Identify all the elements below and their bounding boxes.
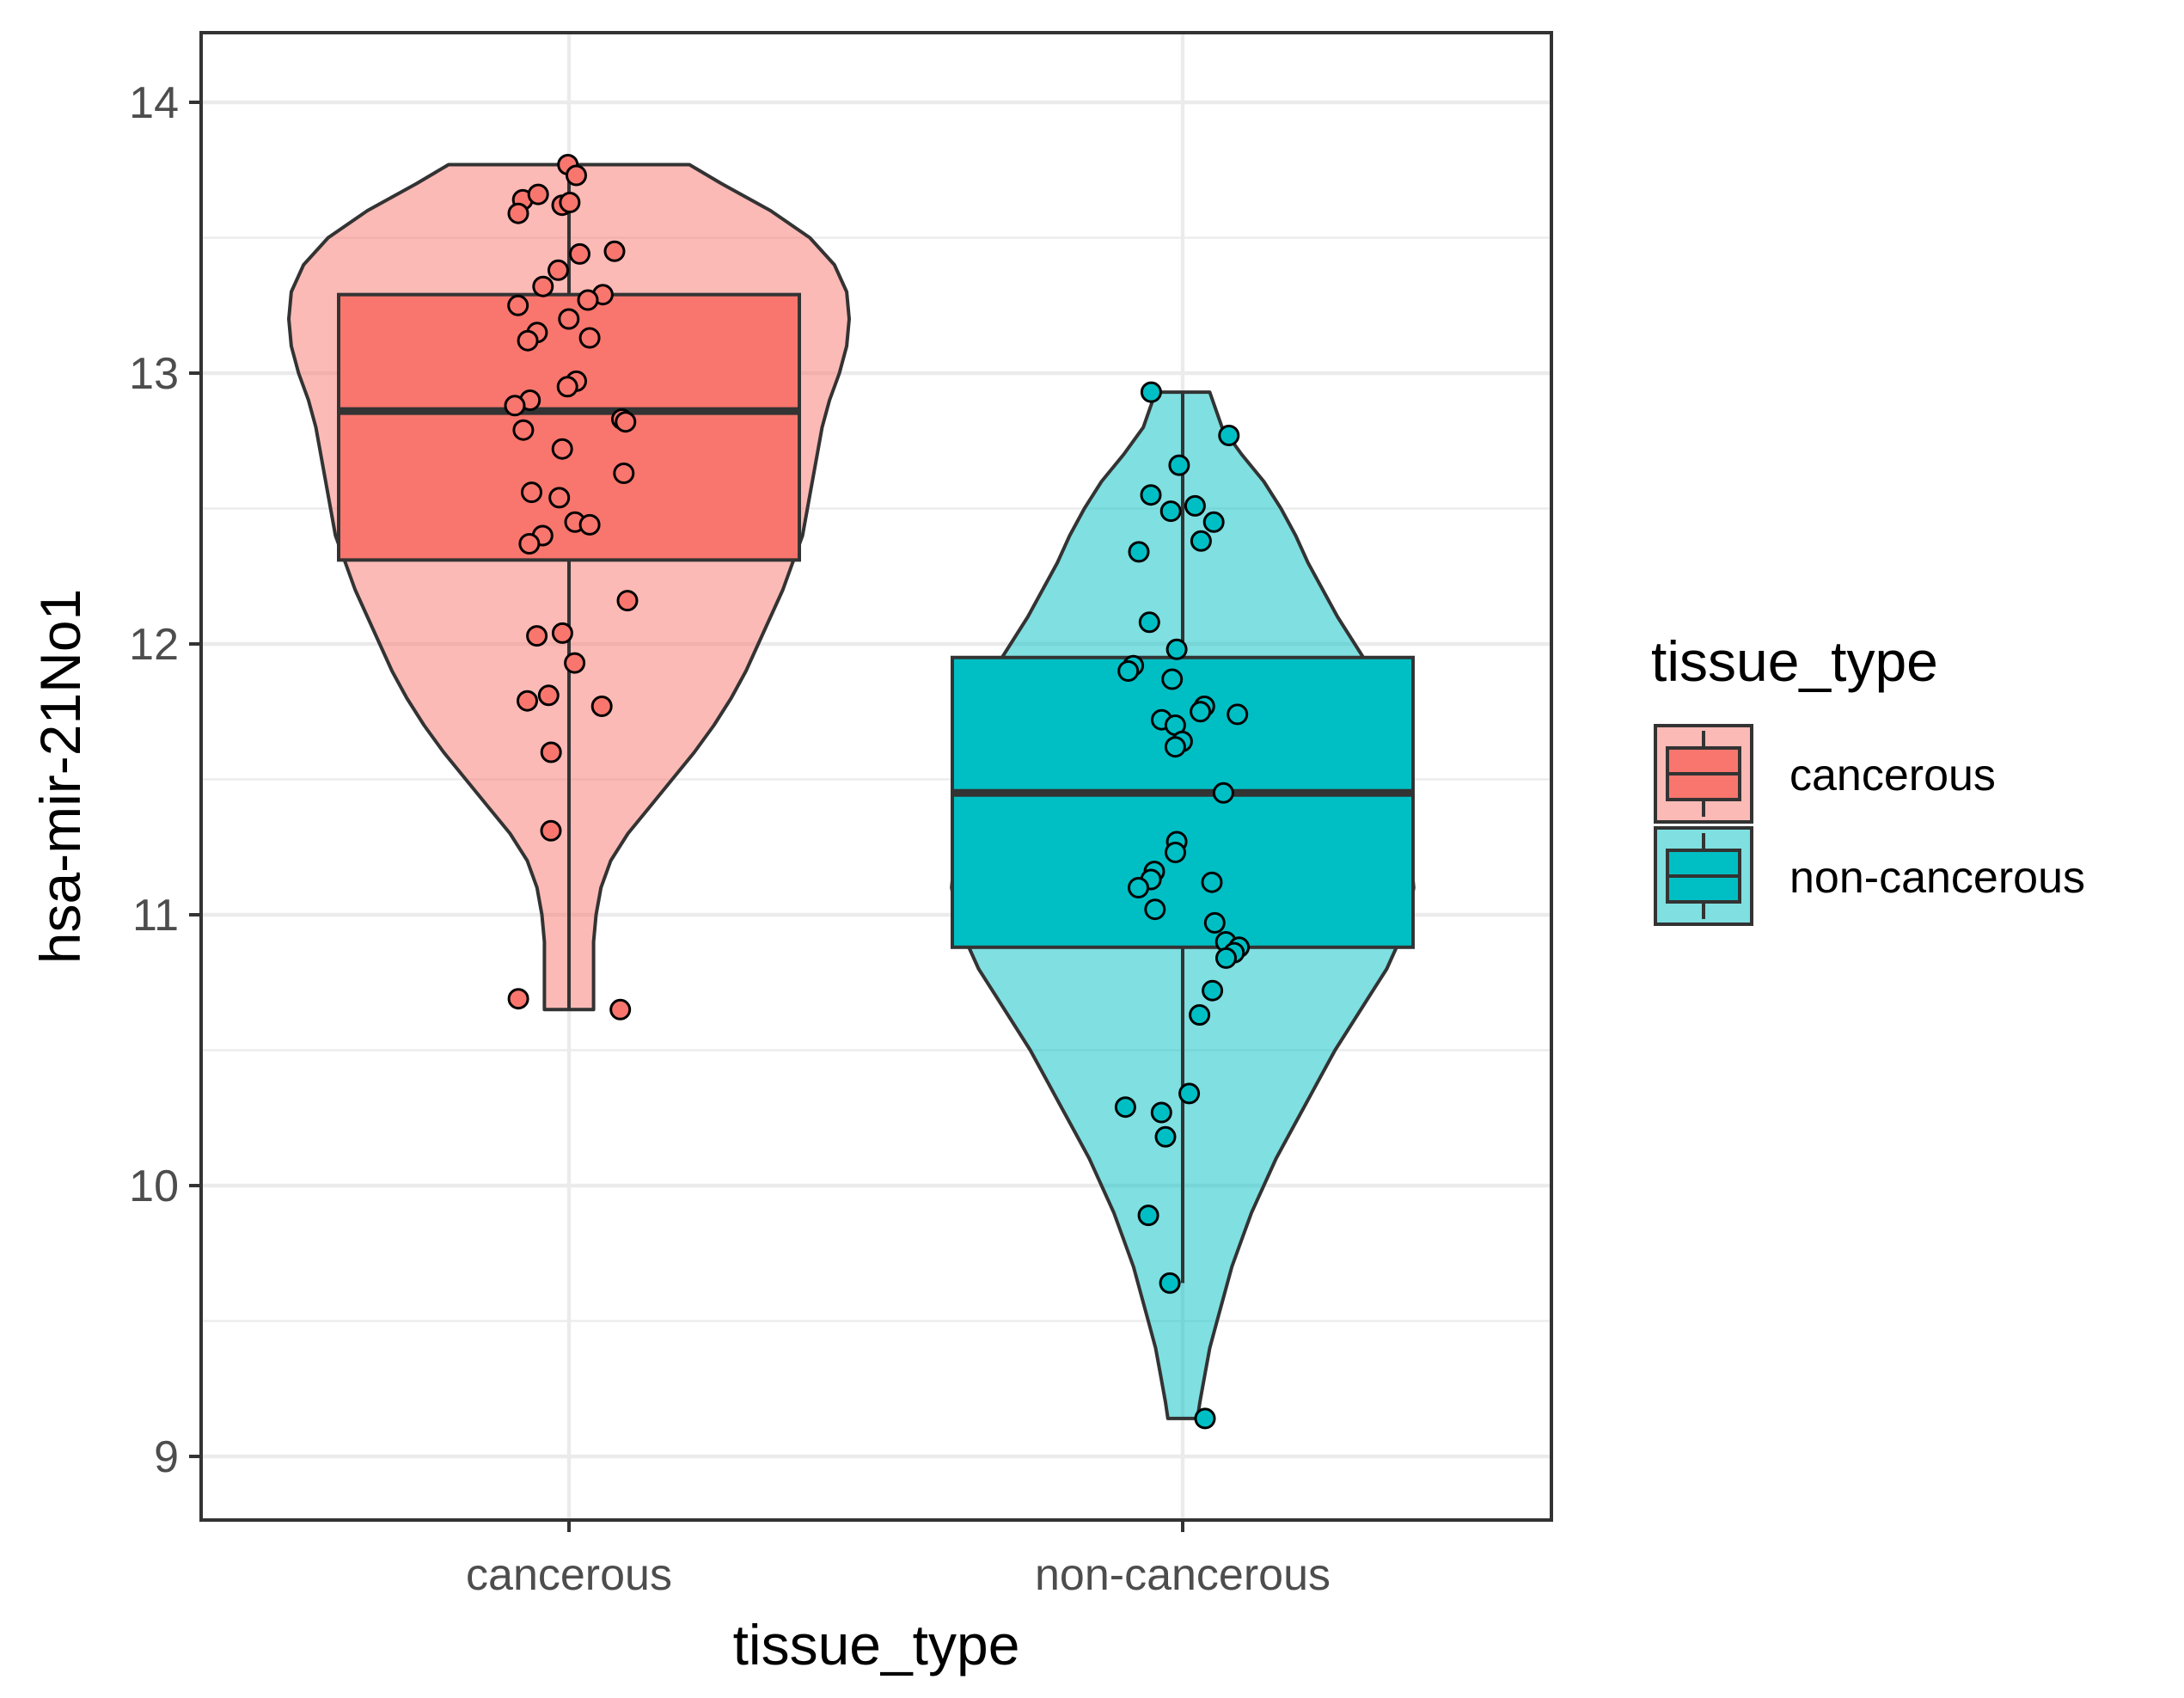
data-point-cancerous bbox=[551, 622, 573, 644]
data-point-cancerous bbox=[616, 590, 639, 612]
legend-keys: cancerous non-cancerous bbox=[1654, 724, 2085, 926]
y-tick-label: 14 bbox=[129, 78, 179, 128]
data-point-non-cancerous bbox=[1190, 701, 1212, 723]
data-point-cancerous bbox=[507, 988, 529, 1010]
y-tick-label: 10 bbox=[129, 1162, 179, 1211]
data-point-non-cancerous bbox=[1137, 1205, 1159, 1227]
data-point-cancerous bbox=[564, 652, 586, 674]
data-point-cancerous bbox=[504, 395, 526, 417]
data-point-cancerous bbox=[540, 819, 562, 842]
data-point-non-cancerous bbox=[1203, 911, 1226, 934]
data-point-cancerous bbox=[548, 259, 569, 281]
data-point-non-cancerous bbox=[1215, 947, 1237, 969]
boxplots bbox=[337, 164, 1415, 1284]
data-point-non-cancerous bbox=[1128, 541, 1150, 563]
y-tick-label: 13 bbox=[129, 349, 179, 399]
x-axis-title: tissue_type bbox=[733, 1613, 1020, 1677]
data-point-cancerous bbox=[613, 463, 635, 484]
data-point-cancerous bbox=[527, 183, 549, 205]
data-point-cancerous bbox=[551, 438, 573, 460]
data-points bbox=[504, 154, 1251, 1430]
data-point-non-cancerous bbox=[1128, 877, 1149, 898]
data-point-cancerous bbox=[615, 411, 637, 433]
data-point-non-cancerous bbox=[1184, 494, 1206, 517]
box-non-cancerous bbox=[951, 655, 1415, 949]
y-tick-label: 11 bbox=[132, 891, 179, 941]
data-point-cancerous bbox=[532, 275, 554, 297]
data-point-cancerous bbox=[556, 376, 578, 398]
data-point-non-cancerous bbox=[1189, 1004, 1211, 1026]
data-point-cancerous bbox=[578, 327, 601, 349]
data-point-non-cancerous bbox=[1190, 530, 1212, 552]
data-point-non-cancerous bbox=[1202, 979, 1224, 1002]
data-point-non-cancerous bbox=[1194, 1407, 1216, 1430]
x-tick-label: non-cancerous bbox=[1035, 1550, 1331, 1600]
data-point-non-cancerous bbox=[1138, 611, 1160, 634]
data-point-non-cancerous bbox=[1114, 1096, 1136, 1119]
data-point-cancerous bbox=[507, 294, 529, 316]
data-point-cancerous bbox=[566, 164, 587, 187]
x-tick-label: cancerous bbox=[466, 1550, 672, 1600]
data-point-non-cancerous bbox=[1201, 871, 1223, 893]
data-point-cancerous bbox=[521, 481, 542, 504]
axes: 9 10 11 12 13 14 cancerous non-cancerous bbox=[129, 78, 1331, 1600]
data-point-non-cancerous bbox=[1140, 484, 1162, 506]
data-point-cancerous bbox=[609, 998, 632, 1021]
data-point-cancerous bbox=[507, 202, 529, 224]
data-point-non-cancerous bbox=[1178, 1082, 1201, 1105]
data-point-cancerous bbox=[512, 419, 535, 441]
data-point-non-cancerous bbox=[1159, 500, 1182, 523]
data-point-non-cancerous bbox=[1140, 381, 1162, 403]
data-point-cancerous bbox=[540, 741, 562, 763]
panel-border bbox=[199, 31, 1553, 1522]
data-point-non-cancerous bbox=[1164, 736, 1186, 758]
data-point-non-cancerous bbox=[1154, 1125, 1177, 1148]
data-point-non-cancerous bbox=[1150, 1101, 1172, 1124]
y-tick-label: 12 bbox=[129, 620, 179, 670]
data-point-cancerous bbox=[517, 329, 539, 352]
data-point-non-cancerous bbox=[1144, 898, 1166, 921]
legend-label-non-cancerous: non-cancerous bbox=[1789, 853, 2085, 903]
data-point-cancerous bbox=[590, 696, 613, 717]
legend-title: tissue_type bbox=[1651, 629, 1938, 693]
data-point-cancerous bbox=[526, 625, 548, 647]
y-axis-title: hsa-mir-21No1 bbox=[28, 589, 92, 964]
legend: tissue_type cancerous non-cancerous bbox=[1651, 629, 2085, 926]
data-point-cancerous bbox=[558, 308, 580, 330]
data-point-non-cancerous bbox=[1165, 638, 1188, 660]
data-point-cancerous bbox=[518, 533, 541, 555]
data-point-cancerous bbox=[537, 684, 560, 707]
data-point-non-cancerous bbox=[1202, 511, 1225, 533]
data-point-non-cancerous bbox=[1117, 660, 1140, 682]
data-point-cancerous bbox=[569, 242, 590, 265]
data-point-cancerous bbox=[603, 240, 626, 262]
data-point-non-cancerous bbox=[1227, 703, 1249, 726]
y-tick-label: 9 bbox=[154, 1432, 179, 1482]
data-point-non-cancerous bbox=[1168, 454, 1190, 476]
data-point-cancerous bbox=[559, 192, 581, 213]
data-point-non-cancerous bbox=[1165, 842, 1186, 863]
data-point-cancerous bbox=[517, 690, 538, 712]
data-point-non-cancerous bbox=[1212, 782, 1234, 804]
data-point-non-cancerous bbox=[1159, 1272, 1181, 1294]
legend-label-cancerous: cancerous bbox=[1789, 751, 1996, 800]
data-point-non-cancerous bbox=[1161, 668, 1184, 690]
data-point-non-cancerous bbox=[1218, 425, 1240, 446]
data-point-cancerous bbox=[548, 487, 571, 509]
data-point-cancerous bbox=[577, 289, 599, 311]
data-point-cancerous bbox=[578, 513, 601, 536]
